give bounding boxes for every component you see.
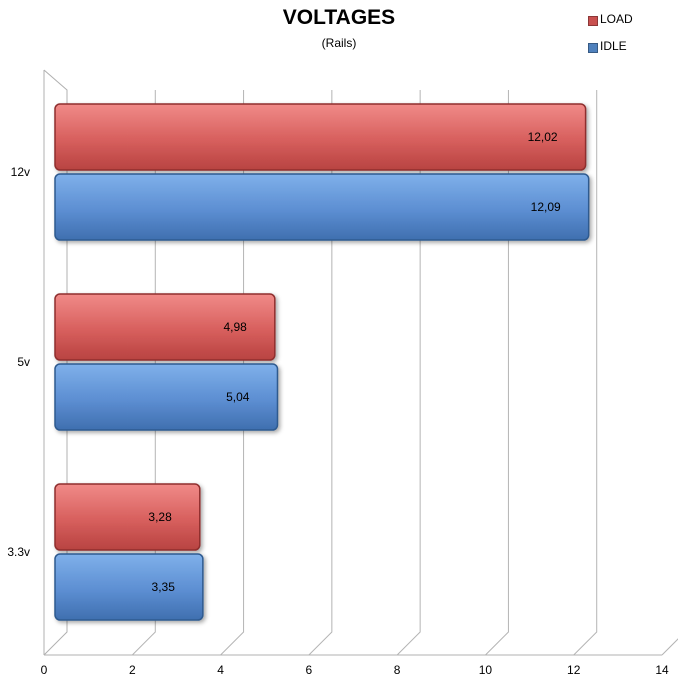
bar-load-12v (54, 103, 587, 171)
bar-load-3.3v (54, 483, 201, 551)
x-tick-label-14: 14 (655, 663, 669, 677)
data-label-idle-5v: 5,04 (226, 390, 250, 404)
category-label-12v: 12v (11, 165, 30, 179)
category-label-5v: 5v (17, 355, 30, 369)
bar-idle-5v (54, 363, 279, 431)
gridline-6 (308, 90, 333, 656)
data-label-load-12v: 12,02 (528, 130, 558, 144)
x-tick-label-0: 0 (41, 663, 48, 677)
bar-load-5v (54, 293, 276, 361)
data-label-idle-3.3v: 3,35 (152, 580, 176, 594)
gridline-14 (661, 638, 678, 656)
gridline-12 (573, 90, 598, 656)
data-label-idle-12v: 12,09 (531, 200, 561, 214)
x-tick-label-10: 10 (479, 663, 493, 677)
chart-title: VOLTAGES (282, 6, 396, 29)
gridline-10 (485, 90, 509, 656)
legend-label-idle: IDLE (600, 39, 627, 53)
x-tick-label-12: 12 (567, 663, 581, 677)
chart-subtitle: (Rails) (321, 36, 357, 50)
bar-idle-12v (54, 173, 590, 241)
x-tick-label-2: 2 (129, 663, 136, 677)
x-tick-label-8: 8 (394, 663, 401, 677)
bar-idle-3.3v (54, 553, 204, 621)
gridline-2 (131, 90, 156, 656)
x-tick-label-6: 6 (306, 663, 313, 677)
legend-label-load: LOAD (600, 12, 633, 26)
x-tick-label-4: 4 (217, 663, 224, 677)
data-label-load-3.3v: 3,28 (148, 510, 172, 524)
gridline-8 (396, 90, 421, 656)
gridline-4 (220, 90, 245, 656)
legend-swatch-load (588, 16, 598, 26)
chart-wall-left (43, 69, 68, 656)
data-label-load-5v: 4,98 (223, 320, 247, 334)
category-label-3.3v: 3.3v (7, 545, 30, 559)
legend-swatch-idle (588, 43, 598, 53)
